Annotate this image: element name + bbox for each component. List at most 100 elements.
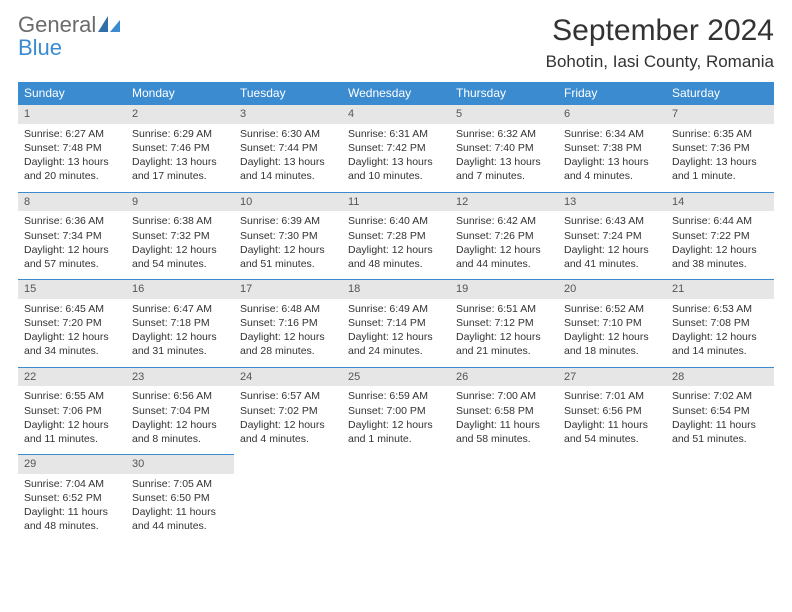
day-number: 4 — [342, 104, 450, 124]
sunset-text: Sunset: 6:54 PM — [672, 404, 768, 418]
calendar-day-cell: 7Sunrise: 6:35 AMSunset: 7:36 PMDaylight… — [666, 104, 774, 192]
sunrise-text: Sunrise: 6:32 AM — [456, 127, 552, 141]
sunset-text: Sunset: 7:38 PM — [564, 141, 660, 155]
calendar-body: 1Sunrise: 6:27 AMSunset: 7:48 PMDaylight… — [18, 104, 774, 542]
daylight-line1: Daylight: 13 hours — [456, 155, 552, 169]
sunset-text: Sunset: 7:32 PM — [132, 229, 228, 243]
sunrise-text: Sunrise: 6:51 AM — [456, 302, 552, 316]
sunrise-text: Sunrise: 6:45 AM — [24, 302, 120, 316]
daylight-line2: and 1 minute. — [348, 432, 444, 446]
sunset-text: Sunset: 7:20 PM — [24, 316, 120, 330]
daylight-line1: Daylight: 12 hours — [672, 243, 768, 257]
sunset-text: Sunset: 7:18 PM — [132, 316, 228, 330]
daylight-line2: and 20 minutes. — [24, 169, 120, 183]
sunrise-text: Sunrise: 6:39 AM — [240, 214, 336, 228]
sunrise-text: Sunrise: 7:02 AM — [672, 389, 768, 403]
calendar-day-cell — [342, 454, 450, 542]
sunset-text: Sunset: 7:24 PM — [564, 229, 660, 243]
daylight-line2: and 21 minutes. — [456, 344, 552, 358]
calendar-day-cell: 13Sunrise: 6:43 AMSunset: 7:24 PMDayligh… — [558, 192, 666, 280]
calendar-day-cell — [234, 454, 342, 542]
day-body: Sunrise: 6:53 AMSunset: 7:08 PMDaylight:… — [666, 299, 774, 367]
day-number: 16 — [126, 279, 234, 299]
page-header: General Blue September 2024 Bohotin, Ias… — [18, 14, 774, 72]
daylight-line2: and 48 minutes. — [24, 519, 120, 533]
sunrise-text: Sunrise: 6:56 AM — [132, 389, 228, 403]
sunrise-text: Sunrise: 7:05 AM — [132, 477, 228, 491]
day-number: 29 — [18, 454, 126, 474]
daylight-line1: Daylight: 12 hours — [132, 243, 228, 257]
day-body: Sunrise: 6:44 AMSunset: 7:22 PMDaylight:… — [666, 211, 774, 279]
calendar-day-cell: 17Sunrise: 6:48 AMSunset: 7:16 PMDayligh… — [234, 279, 342, 367]
calendar-week-row: 1Sunrise: 6:27 AMSunset: 7:48 PMDaylight… — [18, 104, 774, 192]
calendar-day-cell: 10Sunrise: 6:39 AMSunset: 7:30 PMDayligh… — [234, 192, 342, 280]
day-number: 9 — [126, 192, 234, 212]
calendar-day-cell: 23Sunrise: 6:56 AMSunset: 7:04 PMDayligh… — [126, 367, 234, 455]
daylight-line2: and 34 minutes. — [24, 344, 120, 358]
day-body: Sunrise: 6:34 AMSunset: 7:38 PMDaylight:… — [558, 124, 666, 192]
sunset-text: Sunset: 7:46 PM — [132, 141, 228, 155]
sunrise-text: Sunrise: 6:49 AM — [348, 302, 444, 316]
day-body: Sunrise: 6:39 AMSunset: 7:30 PMDaylight:… — [234, 211, 342, 279]
daylight-line2: and 57 minutes. — [24, 257, 120, 271]
day-body: Sunrise: 6:36 AMSunset: 7:34 PMDaylight:… — [18, 211, 126, 279]
sunrise-text: Sunrise: 6:42 AM — [456, 214, 552, 228]
calendar-day-cell: 1Sunrise: 6:27 AMSunset: 7:48 PMDaylight… — [18, 104, 126, 192]
sunset-text: Sunset: 6:52 PM — [24, 491, 120, 505]
day-body: Sunrise: 6:49 AMSunset: 7:14 PMDaylight:… — [342, 299, 450, 367]
day-number: 5 — [450, 104, 558, 124]
sunset-text: Sunset: 6:58 PM — [456, 404, 552, 418]
daylight-line2: and 17 minutes. — [132, 169, 228, 183]
day-number: 6 — [558, 104, 666, 124]
calendar-day-cell: 2Sunrise: 6:29 AMSunset: 7:46 PMDaylight… — [126, 104, 234, 192]
day-number: 27 — [558, 367, 666, 387]
daylight-line2: and 7 minutes. — [456, 169, 552, 183]
daylight-line2: and 10 minutes. — [348, 169, 444, 183]
day-number: 22 — [18, 367, 126, 387]
daylight-line1: Daylight: 12 hours — [240, 243, 336, 257]
day-body: Sunrise: 6:56 AMSunset: 7:04 PMDaylight:… — [126, 386, 234, 454]
sunrise-text: Sunrise: 6:34 AM — [564, 127, 660, 141]
sunset-text: Sunset: 7:34 PM — [24, 229, 120, 243]
calendar-table: SundayMondayTuesdayWednesdayThursdayFrid… — [18, 82, 774, 542]
sunrise-text: Sunrise: 6:29 AM — [132, 127, 228, 141]
sunrise-text: Sunrise: 7:00 AM — [456, 389, 552, 403]
sunset-text: Sunset: 7:08 PM — [672, 316, 768, 330]
day-number: 7 — [666, 104, 774, 124]
day-number: 21 — [666, 279, 774, 299]
day-header: Saturday — [666, 82, 774, 104]
daylight-line1: Daylight: 12 hours — [240, 418, 336, 432]
calendar-day-cell — [558, 454, 666, 542]
location-text: Bohotin, Iasi County, Romania — [546, 52, 774, 72]
calendar-day-cell: 18Sunrise: 6:49 AMSunset: 7:14 PMDayligh… — [342, 279, 450, 367]
sunrise-text: Sunrise: 6:30 AM — [240, 127, 336, 141]
day-number: 26 — [450, 367, 558, 387]
daylight-line2: and 31 minutes. — [132, 344, 228, 358]
daylight-line2: and 41 minutes. — [564, 257, 660, 271]
sunset-text: Sunset: 7:16 PM — [240, 316, 336, 330]
day-number: 8 — [18, 192, 126, 212]
daylight-line1: Daylight: 13 hours — [672, 155, 768, 169]
calendar-day-cell: 4Sunrise: 6:31 AMSunset: 7:42 PMDaylight… — [342, 104, 450, 192]
calendar-day-cell: 22Sunrise: 6:55 AMSunset: 7:06 PMDayligh… — [18, 367, 126, 455]
sunset-text: Sunset: 6:50 PM — [132, 491, 228, 505]
sunrise-text: Sunrise: 6:35 AM — [672, 127, 768, 141]
day-body: Sunrise: 6:31 AMSunset: 7:42 PMDaylight:… — [342, 124, 450, 192]
title-block: September 2024 Bohotin, Iasi County, Rom… — [546, 14, 774, 72]
month-title: September 2024 — [546, 14, 774, 48]
day-body: Sunrise: 6:47 AMSunset: 7:18 PMDaylight:… — [126, 299, 234, 367]
daylight-line1: Daylight: 12 hours — [564, 243, 660, 257]
daylight-line2: and 51 minutes. — [240, 257, 336, 271]
calendar-week-row: 8Sunrise: 6:36 AMSunset: 7:34 PMDaylight… — [18, 192, 774, 280]
sunset-text: Sunset: 7:06 PM — [24, 404, 120, 418]
day-body: Sunrise: 6:55 AMSunset: 7:06 PMDaylight:… — [18, 386, 126, 454]
daylight-line2: and 54 minutes. — [564, 432, 660, 446]
daylight-line1: Daylight: 12 hours — [24, 243, 120, 257]
daylight-line1: Daylight: 11 hours — [672, 418, 768, 432]
day-number: 13 — [558, 192, 666, 212]
calendar-day-cell: 30Sunrise: 7:05 AMSunset: 6:50 PMDayligh… — [126, 454, 234, 542]
calendar-week-row: 29Sunrise: 7:04 AMSunset: 6:52 PMDayligh… — [18, 454, 774, 542]
day-number: 17 — [234, 279, 342, 299]
sunset-text: Sunset: 7:14 PM — [348, 316, 444, 330]
day-body: Sunrise: 6:27 AMSunset: 7:48 PMDaylight:… — [18, 124, 126, 192]
